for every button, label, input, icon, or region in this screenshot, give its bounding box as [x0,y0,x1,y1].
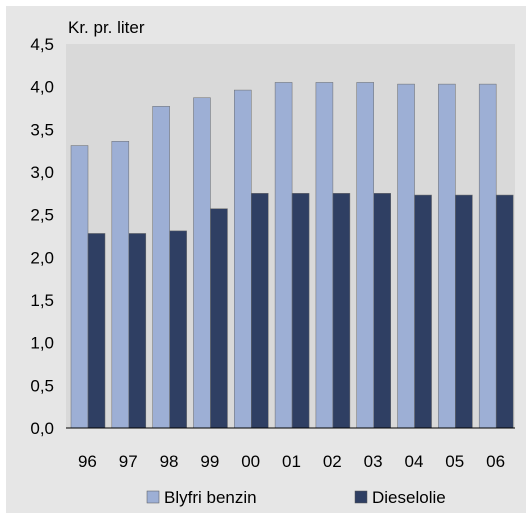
x-tick-label: 02 [323,452,342,471]
y-tick-label: 3,5 [30,120,54,139]
x-tick-label: 03 [364,452,383,471]
bar-blyfri-benzin-97 [111,141,130,429]
y-tick-labels: 0,0 0,5 1,0 1,5 2,0 2,5 3,0 3,5 4,0 4,5 [30,35,54,438]
x-tick-label: 06 [486,452,505,471]
bar-dieselolie-98 [169,230,187,429]
legend-label-blyfri-benzin: Blyfri benzin [164,488,257,507]
legend: Blyfri benzin Dieselolie [146,488,446,507]
bar-dieselolie-97 [128,233,147,429]
x-tick-label: 05 [445,452,464,471]
bar-blyfri-benzin-02 [315,82,334,429]
x-tick-label: 00 [241,452,260,471]
bar-dieselolie-04 [414,194,432,429]
x-tick-labels: 96 97 98 99 00 01 02 03 04 05 06 [78,452,505,471]
bar-dieselolie-02 [332,193,351,429]
bar-blyfri-benzin-04 [397,83,415,429]
x-tick-label: 96 [78,452,97,471]
y-tick-label: 1,5 [30,291,54,310]
x-tick-label: 01 [282,452,301,471]
y-tick-label: 0,5 [30,376,54,395]
bar-dieselolie-06 [495,194,514,429]
bar-dieselolie-96 [87,233,106,429]
x-tick-label: 98 [160,452,179,471]
legend-label-dieselolie: Dieselolie [372,488,446,507]
x-tick-label: 97 [119,452,138,471]
y-tick-label: 0,0 [30,419,54,438]
y-tick-label: 3,0 [30,163,54,182]
bar-dieselolie-05 [455,194,473,429]
legend-swatch-blyfri-benzin [146,490,160,504]
bars [70,82,514,429]
bar-dieselolie-99 [210,208,228,429]
y-tick-label: 2,0 [30,248,54,267]
bar-blyfri-benzin-05 [438,83,456,429]
y-tick-label: 2,5 [30,206,54,225]
y-tick-label: 4,0 [30,78,54,97]
x-tick-label: 04 [404,452,423,471]
y-tick-label: 1,0 [30,334,54,353]
bar-blyfri-benzin-98 [152,106,170,429]
x-tick-label: 99 [200,452,219,471]
bar-dieselolie-03 [373,193,391,429]
bar-blyfri-benzin-06 [478,83,497,429]
bar-dieselolie-01 [291,193,310,429]
legend-swatch-dieselolie [354,490,368,504]
bar-blyfri-benzin-00 [234,89,252,429]
bar-blyfri-benzin-96 [70,145,89,429]
bar-dieselolie-00 [251,193,269,429]
bar-blyfri-benzin-99 [193,97,211,429]
bar-blyfri-benzin-03 [356,82,374,429]
y-tick-label: 4,5 [30,35,54,54]
bar-blyfri-benzin-01 [274,82,293,429]
y-unit-label: Kr. pr. liter [68,18,145,37]
